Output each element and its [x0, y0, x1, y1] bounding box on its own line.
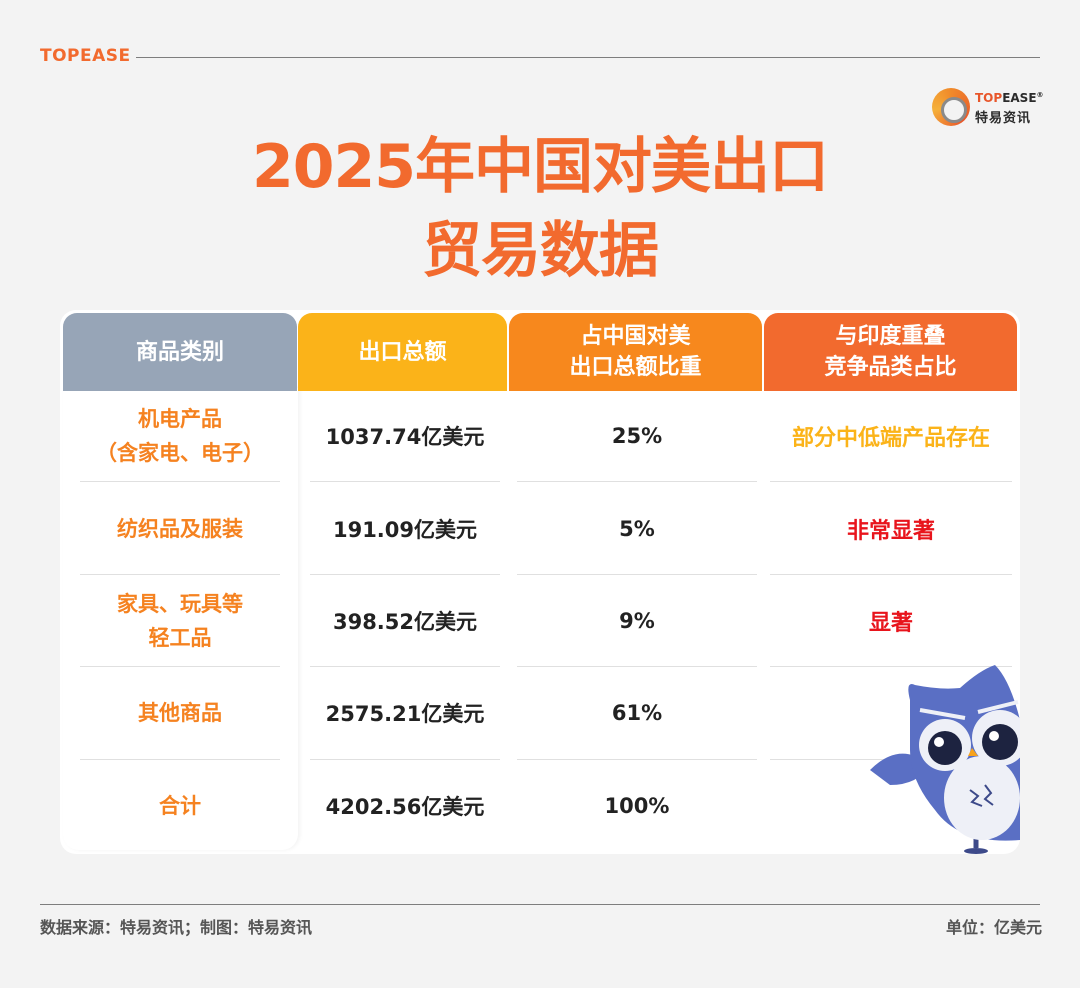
amount-cell: 2575.21亿美元	[325, 702, 485, 727]
footer-divider	[40, 904, 1040, 905]
header-share: 占中国对美 出口总额比重	[509, 313, 762, 391]
footer-unit: 单位：亿美元	[945, 918, 1042, 937]
overlap-cell: 非常显著	[846, 518, 935, 544]
category-cell: 家具、玩具等 轻工品	[117, 591, 243, 650]
amount-cell: 398.52亿美元	[332, 609, 478, 634]
category-column-bg	[63, 388, 298, 850]
logo-chinese: 特易资讯	[975, 111, 1032, 126]
logo-en-prefix: TOP	[975, 91, 1003, 105]
row-divider	[80, 758, 280, 760]
row-divider	[80, 573, 280, 575]
amount-cell: 191.09亿美元	[332, 517, 478, 542]
owl-mascot-icon	[870, 665, 1020, 854]
share-cell: 100%	[604, 793, 670, 818]
top-divider	[136, 57, 1040, 58]
share-cell: 61%	[611, 701, 663, 726]
category-cell: 合计	[159, 793, 201, 818]
share-cell: 5%	[619, 516, 655, 541]
header-overlap: 与印度重叠 竞争品类占比	[764, 313, 1017, 391]
row-divider	[517, 481, 757, 483]
row-divider	[770, 666, 1012, 668]
header-category: 商品类别	[63, 313, 297, 391]
overlap-cell: 显著	[868, 610, 913, 636]
category-cell: 其他商品	[138, 701, 222, 726]
logo-english: TOPEASE®	[975, 91, 1044, 105]
footer-source: 数据来源：特易资讯；制图：特易资讯	[40, 918, 313, 937]
row-divider	[80, 481, 280, 483]
brand-label: TOPEASE	[40, 46, 131, 66]
logo-en-suffix: EASE	[1002, 91, 1037, 105]
overlap-cell: 部分中低端产品存在	[791, 426, 990, 452]
row-divider	[517, 573, 757, 575]
page-title-line2: 贸易数据	[422, 216, 659, 286]
row-divider	[310, 666, 500, 668]
amount-cell: 1037.74亿美元	[325, 425, 485, 450]
row-divider	[517, 758, 757, 760]
page-title-line1: 2025年中国对美出口	[252, 132, 829, 202]
topease-logo: TOPEASE® 特易资讯	[932, 88, 1044, 130]
row-divider	[517, 666, 757, 668]
category-cell: 纺织品及服装	[117, 516, 243, 541]
amount-cell: 4202.56亿美元	[325, 794, 485, 819]
header-amount: 出口总额	[298, 313, 507, 391]
logo-ring-icon	[932, 88, 970, 126]
row-divider	[770, 573, 1012, 575]
logo-registered: ®	[1036, 91, 1044, 99]
category-cell: 机电产品 （含家电、电子）	[96, 407, 264, 466]
row-divider	[80, 666, 280, 668]
row-divider	[770, 481, 1012, 483]
share-cell: 9%	[619, 608, 655, 633]
row-divider	[310, 758, 500, 760]
row-divider	[310, 481, 500, 483]
share-cell: 25%	[611, 424, 663, 449]
row-divider	[310, 573, 500, 575]
